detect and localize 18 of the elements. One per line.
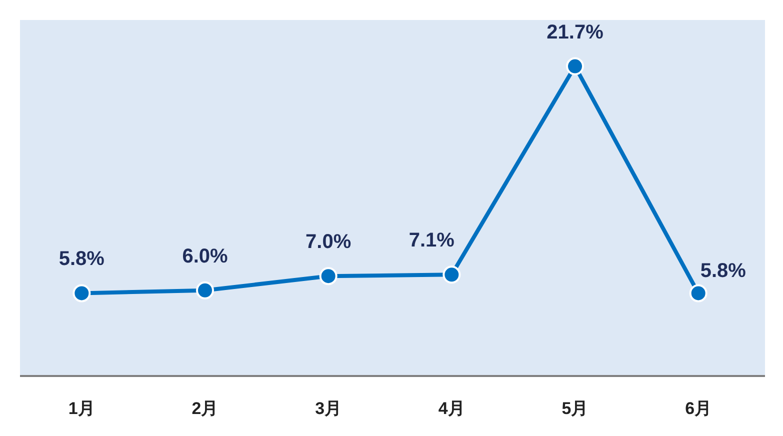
point [72, 284, 91, 302]
point [196, 281, 214, 300]
point [319, 267, 338, 286]
x-tick-label: 3月 [315, 399, 342, 418]
x-tick-label: 6月 [685, 399, 712, 418]
data-label: 7.0% [306, 231, 352, 254]
data-label: 6.0% [182, 245, 228, 268]
x-tick-label: 4月 [438, 399, 465, 418]
data-label: 5.8% [700, 260, 746, 282]
x-tick-label: 2月 [192, 399, 218, 418]
point [442, 266, 461, 284]
data-label: 21.7% [546, 21, 604, 44]
data-label: 7.1% [408, 230, 455, 252]
data-label: 5.8% [58, 248, 105, 270]
x-tick-label: 1月 [68, 399, 95, 418]
point [566, 57, 584, 76]
point [689, 284, 708, 302]
x-tick-label: 5月 [562, 399, 588, 418]
